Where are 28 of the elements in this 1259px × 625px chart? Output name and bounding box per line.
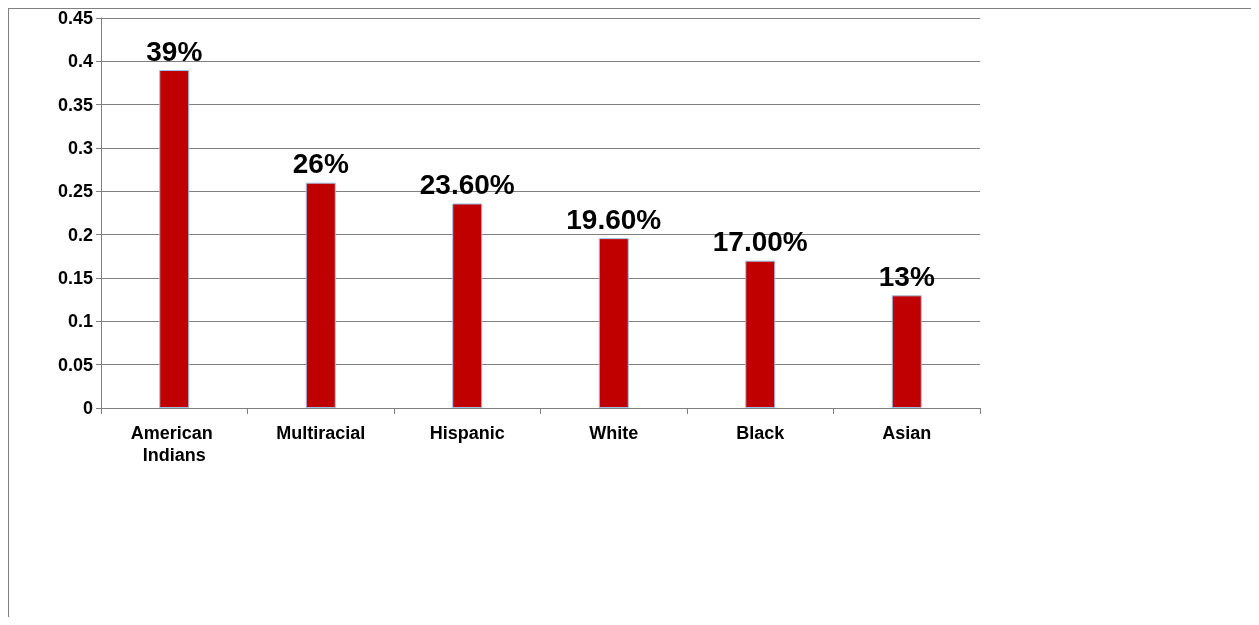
- x-tick-label: Black: [736, 423, 786, 443]
- y-tick-label: 0.1: [67, 311, 93, 332]
- y-tick-label: 0.25: [57, 181, 93, 202]
- y-tick-label: 0.2: [67, 224, 93, 245]
- bar: [452, 203, 483, 408]
- data-label: 17.00%: [712, 226, 808, 258]
- y-tick-label: 0.15: [57, 268, 93, 288]
- y-tick-label: 0.45: [57, 8, 93, 28]
- bar: [159, 70, 190, 408]
- bar: [598, 238, 629, 408]
- y-tick-label: 0.05: [57, 354, 93, 375]
- bar: [745, 260, 776, 408]
- y-tick-label: 0: [82, 398, 93, 418]
- x-tick-label: Hispanic: [429, 423, 505, 443]
- x-tick-label: American Indians: [130, 423, 218, 465]
- bar: [891, 295, 922, 408]
- y-tick-label: 0.3: [67, 138, 93, 158]
- x-tick-label: Multiracial: [276, 423, 366, 443]
- y-tick-label: 0.35: [57, 94, 93, 115]
- data-label: 19.60%: [566, 203, 662, 235]
- data-label: 39%: [146, 35, 203, 67]
- data-label: 26%: [292, 148, 349, 180]
- y-tick-label: 0.4: [67, 51, 93, 72]
- data-label: 13%: [878, 260, 935, 292]
- data-label: 23.60%: [419, 168, 515, 200]
- x-tick-label: Asian: [882, 423, 932, 443]
- x-tick-label: White: [589, 423, 639, 443]
- bar: [305, 182, 336, 408]
